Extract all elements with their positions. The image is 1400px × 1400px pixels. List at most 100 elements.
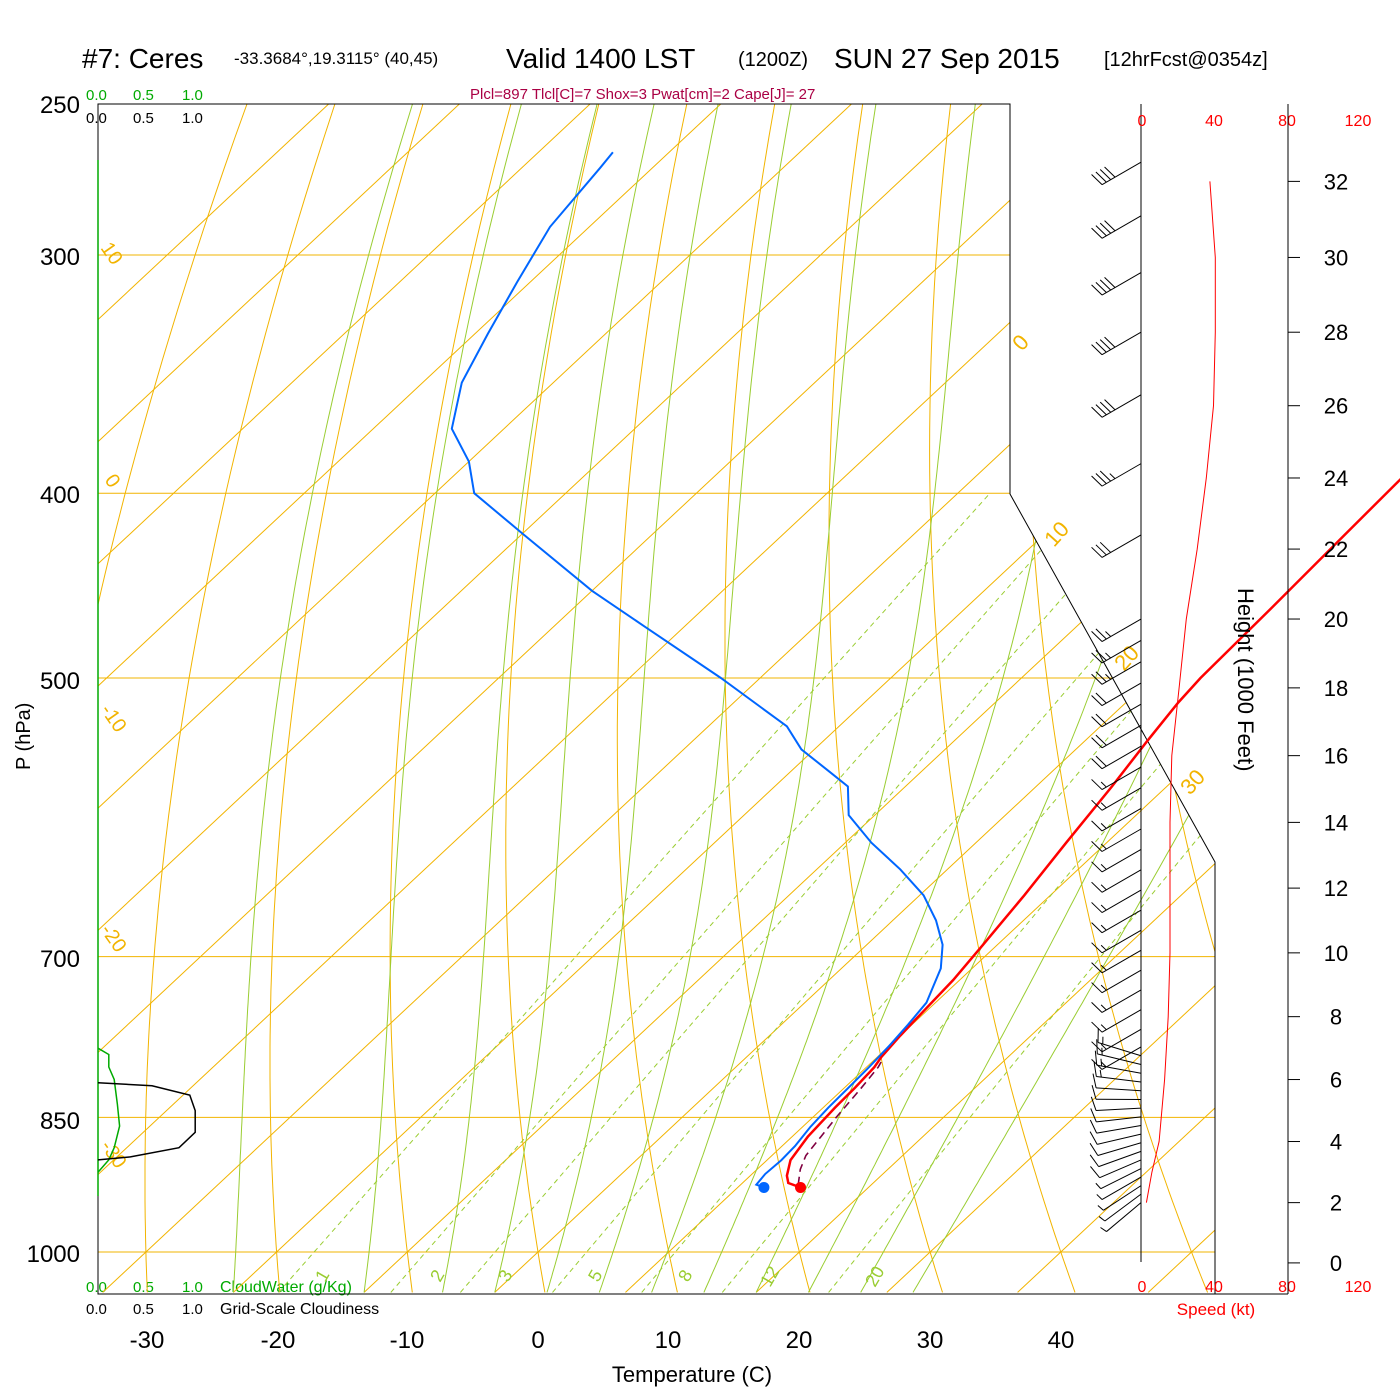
speed-tick-top-40: 40: [1205, 113, 1223, 130]
cloudwater-tick-top-0: 0.0: [86, 87, 107, 104]
wind-barb-staff: [1096, 1116, 1142, 1123]
wind-barb: [1091, 969, 1142, 994]
wind-barb-full: [1091, 902, 1103, 913]
dry-adiabat--10: [389, 104, 531, 1293]
wind-barb-staff: [1101, 929, 1142, 954]
wind-barb-full: [1095, 671, 1107, 683]
wind-barb-full: [1091, 1001, 1103, 1013]
dry-adiabat-40: [929, 104, 1076, 1293]
moist-adiabat-16: [703, 104, 981, 1293]
mixing-ratio-1: [278, 492, 991, 1293]
wind-barb: [1098, 1193, 1142, 1222]
wind-barb-full: [1095, 282, 1107, 293]
temperature-axis-title: Temperature (C): [612, 1362, 772, 1387]
cloudiness-tick-top-0: 0.0: [86, 110, 107, 127]
cloud-profiles: [97, 160, 196, 1196]
wind-barb-full: [1091, 673, 1103, 685]
pressure-label-250: 250: [40, 92, 80, 119]
wind-barb-full: [1099, 401, 1112, 413]
wind-barb: [1089, 1142, 1142, 1156]
wind-barb-staff: [1097, 1142, 1142, 1156]
wind-barb-full: [1091, 475, 1103, 487]
wind-barb: [1091, 949, 1142, 974]
wind-barb-half: [1099, 1069, 1102, 1078]
wind-barb-full: [1089, 1142, 1099, 1156]
height-tick-18: 18: [1324, 676, 1348, 701]
wind-barb-half: [1095, 1182, 1102, 1189]
plot-frame: [97, 103, 1216, 1295]
wind-barb-staff: [1101, 724, 1142, 749]
x-tick-10: 10: [655, 1327, 682, 1354]
wind-barb-staff: [1101, 272, 1142, 296]
isotherm-10: [625, 104, 1215, 1293]
pressure-label-400: 400: [40, 482, 80, 509]
wind-barb-full: [1091, 406, 1103, 418]
wind-barb-full: [1095, 404, 1107, 416]
height-tick-16: 16: [1324, 744, 1348, 769]
speed-axis-title: Speed (kt): [1177, 1300, 1255, 1319]
wind-barb-staff: [1101, 161, 1142, 186]
speed-tick-top-80: 80: [1278, 113, 1296, 130]
wind-barb-half: [1100, 1043, 1107, 1050]
x-tick-0: 0: [531, 1327, 544, 1354]
wind-barb-full: [1091, 631, 1103, 642]
height-tick-22: 22: [1324, 537, 1348, 562]
moist-adiabat-28: [860, 104, 1215, 1293]
pressure-label-700: 700: [40, 946, 80, 973]
wind-barb-staff: [1097, 1133, 1142, 1145]
wind-barb-full: [1090, 1096, 1097, 1111]
wind-barb-full: [1095, 473, 1107, 484]
wind-barb-half: [1100, 944, 1107, 951]
adiabat-label--20: -20: [96, 920, 131, 956]
speed-tick-top-0: 0: [1138, 113, 1147, 130]
mixing-label-8: 8: [674, 1266, 696, 1285]
wind-barb-half: [1100, 984, 1107, 991]
speed-tick-bottom-40: 40: [1205, 1279, 1223, 1296]
valid-date: SUN 27 Sep 2015: [834, 43, 1060, 74]
mixing-ratio-20: [828, 492, 1215, 1293]
wind-barb-staff: [1101, 682, 1142, 707]
wind-barb-full: [1090, 1108, 1097, 1123]
wind-barb-full: [1090, 1166, 1101, 1178]
wind-barb-staff: [1101, 661, 1142, 685]
x-tick-30: 30: [917, 1327, 944, 1354]
wind-barb-full: [1104, 277, 1116, 288]
isotherm-50: [1147, 104, 1215, 1293]
wind-barb-full: [1091, 716, 1103, 728]
moist-adiabat-12: [651, 104, 882, 1293]
dry-adiabat-60: [1121, 104, 1215, 1293]
mixing-ratio-3: [460, 492, 1155, 1293]
wind-barb-half: [1109, 473, 1116, 479]
wind-speed-line: [1145, 181, 1216, 1203]
cloudwater-tick-top-2: 1.0: [182, 87, 203, 104]
adiabat-label--10: -10: [96, 700, 131, 736]
wind-barb: [1091, 869, 1142, 893]
dry-adiabat--30: [144, 104, 359, 1293]
wind-barb-staff: [1101, 640, 1142, 664]
wind-barb: [1091, 989, 1142, 1013]
wind-barb-staff: [1101, 808, 1142, 832]
wind-barb-staff: [1096, 1087, 1142, 1092]
dewpoint-profile: [450, 151, 944, 1189]
dry-adiabat-10: [616, 104, 703, 1293]
wind-barb-staff: [1101, 534, 1142, 558]
thermo-background: [98, 104, 1215, 1293]
height-tick-30: 30: [1324, 245, 1348, 270]
temperature-axis: -30 -20 -10 0 10 20 30 40 Temperature (C…: [130, 1327, 1075, 1387]
wind-barb: [1091, 394, 1142, 418]
wind-barb: [1090, 1159, 1142, 1179]
pressure-axis: 250 300 400 500 700 850 1000 P (hPa): [13, 92, 80, 1268]
wind-barb-full: [1091, 982, 1103, 994]
wind-barb-staff: [1101, 1009, 1142, 1033]
wind-barb-staff: [1101, 909, 1142, 934]
wind-barb-staff: [1101, 215, 1142, 239]
wind-barb-full: [1095, 544, 1107, 556]
cloudwater-tick-top-1: 0.5: [133, 87, 154, 104]
cloudwater-profile: [97, 1047, 121, 1173]
wind-barb-half: [1100, 781, 1107, 788]
wind-barb-staff: [1096, 1107, 1142, 1112]
cloudiness-tick-bottom-2: 1.0: [182, 1301, 203, 1318]
isotherm-label-10: 10: [1039, 516, 1074, 551]
wind-barb-full: [1104, 166, 1116, 178]
mixing-ratio-labels: 1 2 3 5 8 12 20: [311, 1263, 888, 1290]
